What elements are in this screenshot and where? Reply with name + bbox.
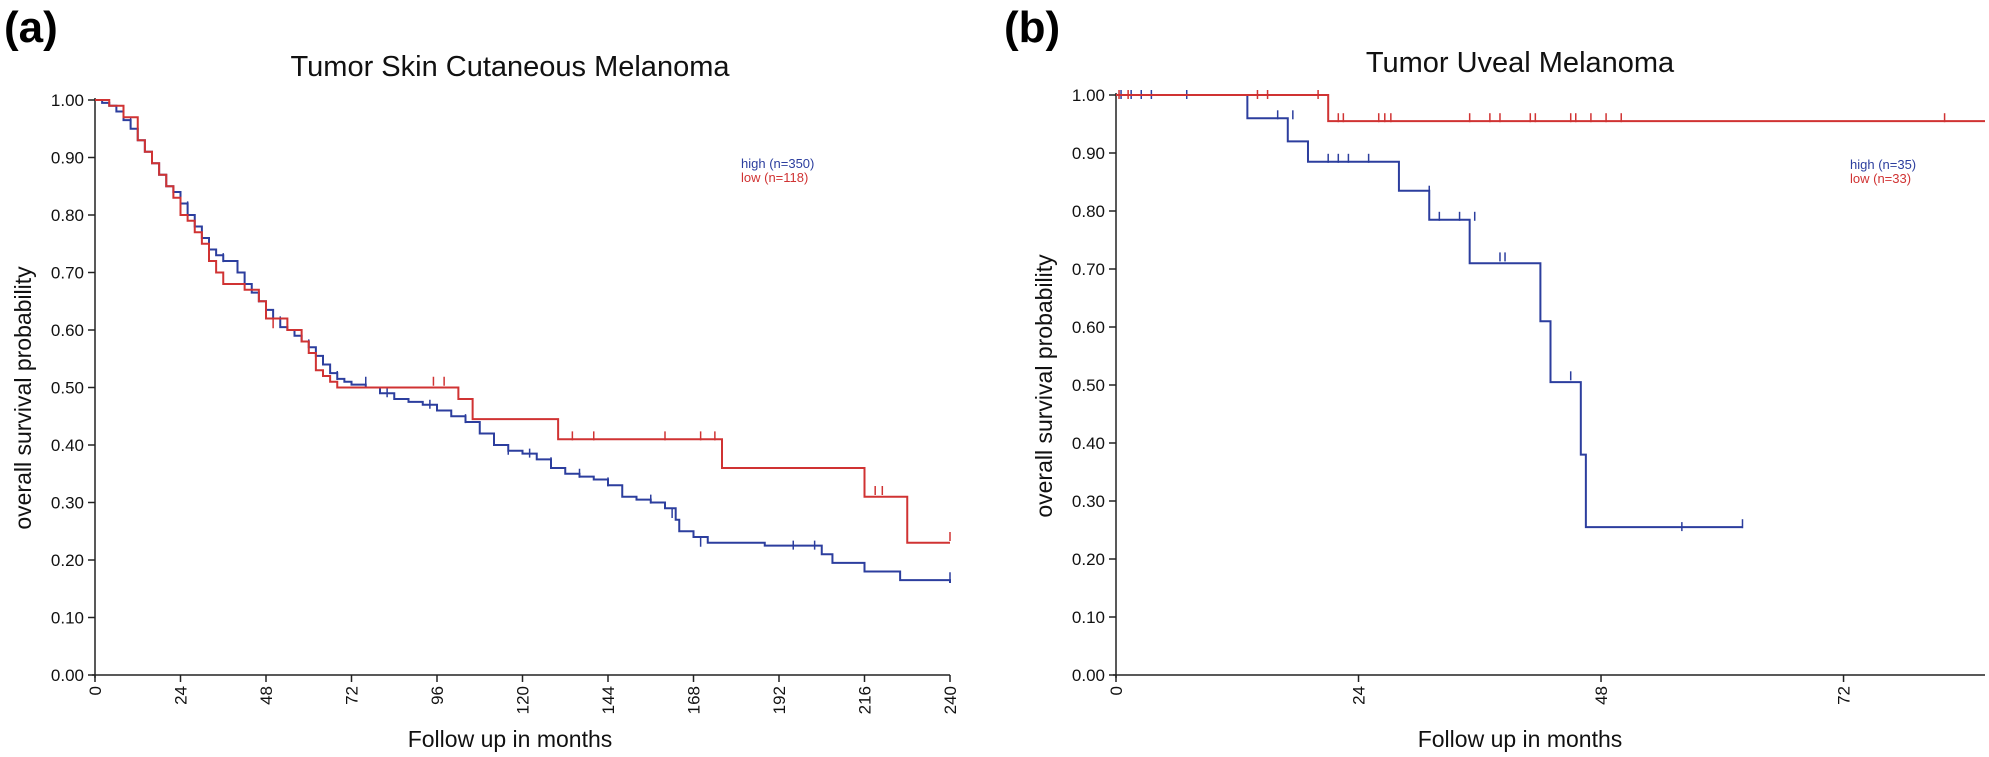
panel-b-legend: high (n=35) low (n=33) [1850,157,1916,186]
y-tick-label: 0.90 [51,149,84,168]
y-tick-label: 0.70 [1072,260,1105,279]
y-tick-label: 1.00 [51,91,84,110]
legend-item-low: low (n=33) [1850,171,1911,186]
y-tick-label: 0.00 [1072,666,1105,685]
y-tick-label: 0.20 [1072,550,1105,569]
y-tick-label: 0.30 [51,494,84,513]
panel-a-y-axis-label: overall survival probability [10,266,36,530]
y-tick-label: 0.40 [51,436,84,455]
panel-b-series [1116,90,1985,532]
y-tick-label: 0.40 [1072,434,1105,453]
panel-b-x-axis-label: Follow up in months [1418,726,1623,752]
x-tick-label: 144 [599,686,618,714]
panel-a-label: (a) [4,3,58,52]
panel-a-title: Tumor Skin Cutaneous Melanoma [291,51,731,83]
y-tick-label: 0.10 [1072,608,1105,627]
panel-a-x-axis-label: Follow up in months [408,726,613,752]
x-tick-label: 48 [1592,686,1611,705]
survival-curve-low [1116,94,1985,123]
y-tick-label: 0.50 [51,379,84,398]
x-tick-label: 72 [343,686,362,705]
x-tick-label: 0 [1107,686,1126,695]
y-tick-label: 0.90 [1072,144,1105,163]
y-tick-label: 0.60 [51,321,84,340]
x-tick-label: 240 [941,686,960,714]
y-tick-label: 0.80 [51,206,84,225]
x-tick-label: 48 [257,686,276,705]
survival-curve-high [1116,94,1743,529]
panel-a-legend: high (n=350) low (n=118) [741,156,814,185]
panel-b-axes: 0.00 0.10 0.20 0.30 0.40 0.50 0.60 0.70 0.80 0.90… [1072,86,1985,705]
x-tick-label: 24 [1350,686,1369,705]
y-tick-label: 0.10 [51,609,84,628]
x-tick-label: 168 [685,686,704,714]
y-tick-label: 1.00 [1072,86,1105,105]
survival-curve-high [95,99,951,583]
y-tick-label: 0.00 [51,666,84,685]
legend-item-high: high (n=35) [1850,157,1916,172]
x-tick-label: 120 [514,686,533,714]
y-tick-label: 0.70 [51,264,84,283]
panel-b-title: Tumor Uveal Melanoma [1366,47,1675,79]
legend-item-low: low (n=118) [741,170,808,185]
panel-a: (a) Tumor Skin Cutaneous Melanoma 0.000.… [4,3,960,752]
x-tick-label: 72 [1835,686,1854,705]
y-tick-label: 0.60 [1072,318,1105,337]
x-tick-label: 24 [172,686,191,705]
x-tick-label: 0 [86,686,105,695]
panel-a-axes: 0.00 0.10 0.20 0.30 0.40 0.50 0.60 0.70 0.80 0.90… [51,91,960,714]
x-tick-label: 192 [770,686,789,714]
y-tick-label: 0.20 [51,551,84,570]
y-tick-label: 0.50 [1072,376,1105,395]
x-tick-label: 96 [428,686,447,705]
x-tick-label: 216 [856,686,875,714]
panel-b: (b) Tumor Uveal Melanoma 0.00 0.10 0.20 0.3… [1004,3,1985,752]
y-tick-label: 0.80 [1072,202,1105,221]
y-tick-label: 0.30 [1072,492,1105,511]
survival-curve-low [95,99,950,544]
panel-b-label: (b) [1004,3,1060,52]
legend-item-high: high (n=350) [741,156,814,171]
panel-b-y-axis-label: overall survival probability [1031,254,1057,518]
panel-a-series [95,99,951,583]
